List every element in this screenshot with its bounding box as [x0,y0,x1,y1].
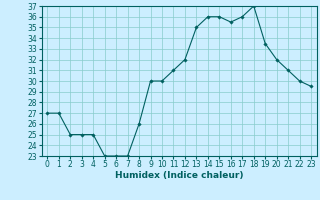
X-axis label: Humidex (Indice chaleur): Humidex (Indice chaleur) [115,171,244,180]
